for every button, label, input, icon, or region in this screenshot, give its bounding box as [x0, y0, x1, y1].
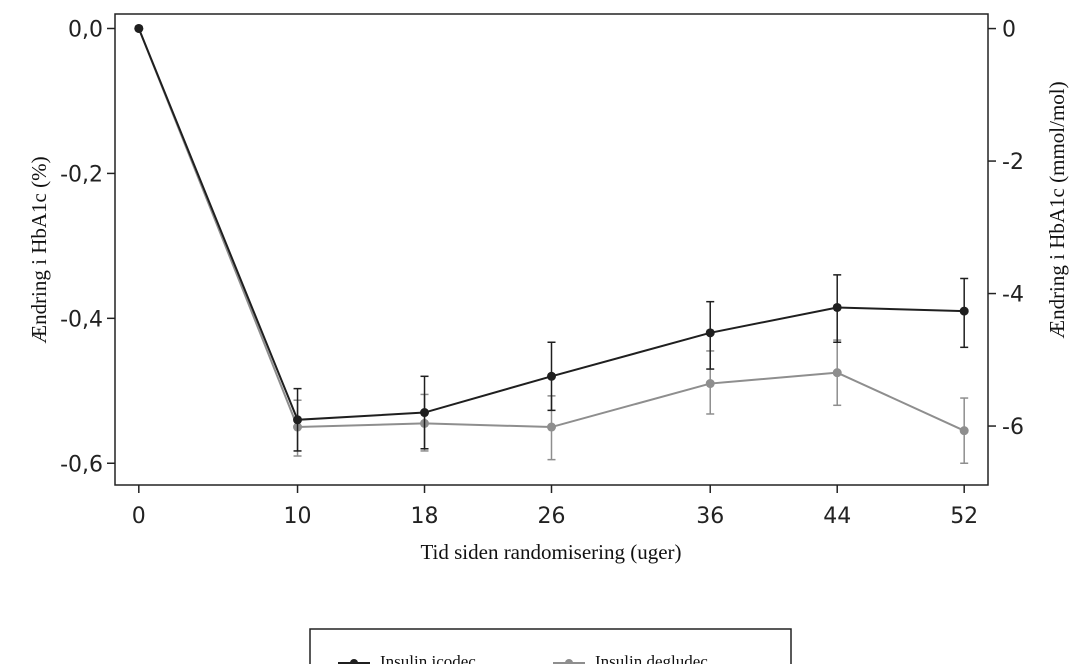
y-right-tick-label: 0 [1002, 18, 1016, 43]
data-point [547, 422, 556, 432]
y-left-tick-label: -0,2 [60, 162, 103, 187]
data-point [547, 371, 556, 381]
y-left-tick-label: -0,4 [60, 307, 103, 332]
legend-label: Insulin degludec [595, 652, 708, 664]
series-insulin-icodec [134, 23, 969, 452]
data-point [705, 328, 715, 338]
x-tick-label: 44 [823, 504, 851, 529]
x-tick-label: 52 [950, 504, 978, 529]
x-tick-label: 0 [132, 504, 146, 529]
data-point [705, 379, 715, 389]
legend-marker [350, 659, 358, 664]
y-left-tick-label: -0,6 [60, 452, 103, 477]
x-tick-label: 26 [538, 504, 566, 529]
data-point [134, 23, 144, 33]
y-left-tick-label: 0,0 [68, 17, 103, 42]
data-point [959, 426, 969, 436]
x-tick-label: 10 [284, 504, 312, 529]
y-right-tick-label: -4 [1002, 283, 1024, 308]
data-point [420, 408, 430, 418]
legend-marker [565, 659, 573, 664]
y-right-tick-label: -2 [1002, 150, 1024, 175]
x-tick-label: 18 [411, 504, 439, 529]
legend-label: Insulin icodec [380, 652, 476, 664]
y-axis-title-left: Ændring i HbA1c (%) [27, 156, 51, 343]
y-right-tick-label: -6 [1002, 415, 1024, 440]
data-point [832, 368, 842, 378]
data-point [832, 302, 842, 312]
legend: Insulin icodec Insulin degludec [309, 628, 792, 664]
x-axis-title: Tid siden randomisering (uger) [420, 540, 681, 564]
x-tick-label: 36 [696, 504, 724, 529]
legend-box [309, 628, 792, 664]
data-point [959, 306, 969, 316]
y-axis-title-right: Ændring i HbA1c (mmol/mol) [1045, 81, 1069, 338]
data-point [293, 415, 303, 425]
